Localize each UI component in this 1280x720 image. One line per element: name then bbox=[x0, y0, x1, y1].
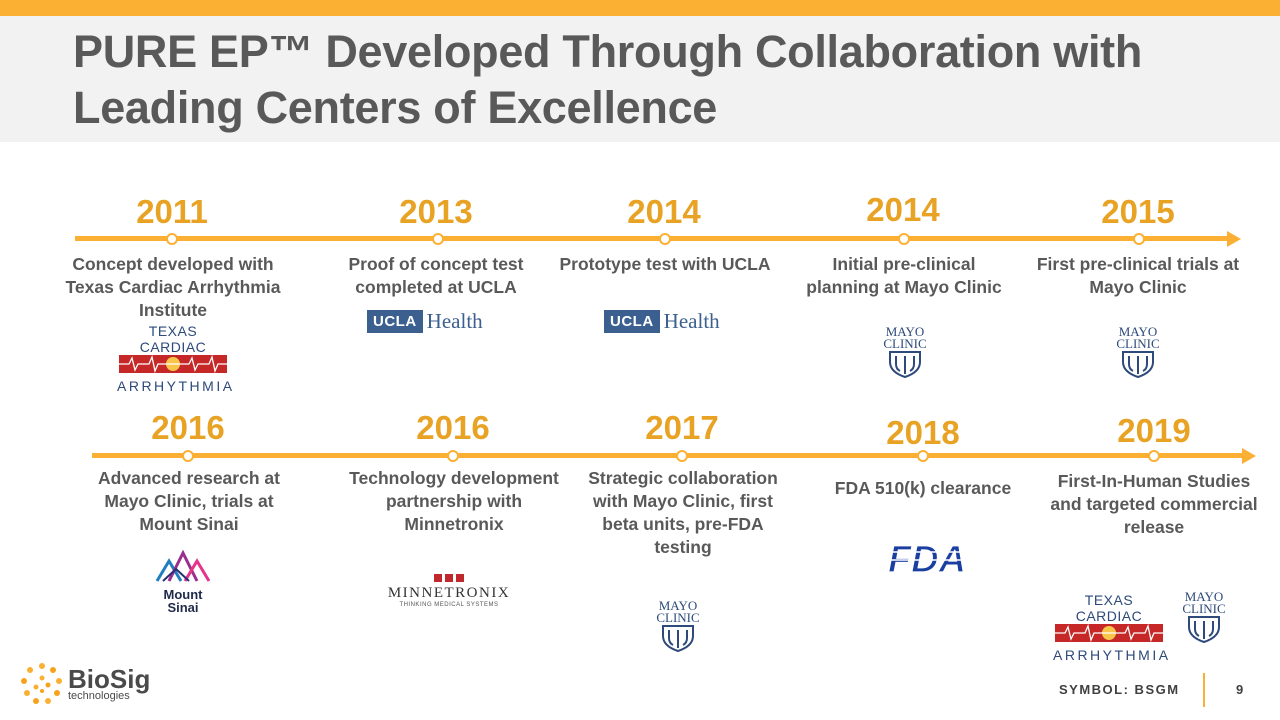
tca-logo-line2: ARRHYTHMIA bbox=[1053, 647, 1171, 663]
timeline-dot bbox=[447, 450, 459, 462]
biosig-brand-sub: technologies bbox=[68, 689, 130, 702]
mount-sinai-line2: Sinai bbox=[167, 600, 199, 615]
minnetronix-logo: MINNETRONIX THINKING MEDICAL SYSTEMS bbox=[384, 574, 514, 608]
milestone-year: 2011 bbox=[136, 193, 208, 230]
timeline-arrow-row1 bbox=[1227, 231, 1241, 247]
timeline-dot bbox=[676, 450, 688, 462]
milestone-year: 2014 bbox=[866, 191, 940, 228]
ucla-health-logo: UCLA Health bbox=[604, 309, 720, 334]
milestone-description: FDA 510(k) clearance bbox=[834, 478, 1012, 498]
milestone-description: Strategic collaboration with Mayo Clinic… bbox=[588, 468, 778, 557]
milestone-description: Advanced research at Mayo Clinic, trials… bbox=[98, 468, 280, 534]
ucla-logo-word: Health bbox=[663, 309, 720, 333]
top-accent-bar bbox=[0, 0, 1280, 16]
milestone-description: Prototype test with UCLA bbox=[559, 254, 771, 274]
ucla-health-logo: UCLA Health bbox=[367, 309, 483, 334]
mount-sinai-mark-icon bbox=[155, 549, 211, 582]
biosig-brand-name: BioSig bbox=[68, 663, 151, 694]
timeline-dot bbox=[898, 233, 910, 245]
milestone-year: 2018 bbox=[886, 414, 960, 451]
mayo-clinic-logo: MAYO CLINIC bbox=[1174, 589, 1234, 645]
mayo-shield-icon bbox=[1122, 351, 1154, 379]
fda-logo: FDA bbox=[882, 538, 972, 583]
mayo-logo-line2: CLINIC bbox=[1116, 336, 1160, 351]
milestone-year: 2013 bbox=[399, 193, 473, 230]
mayo-logo-line1: MAYO bbox=[1184, 589, 1224, 604]
fda-logo-text: FDA bbox=[888, 539, 966, 578]
footer-divider bbox=[1203, 673, 1205, 707]
milestone-year: 2014 bbox=[627, 193, 701, 230]
mayo-shield-icon bbox=[1188, 616, 1220, 644]
tca-logo-line1: TEXAS CARDIAC bbox=[1075, 592, 1143, 624]
title-band bbox=[0, 16, 1280, 142]
mayo-logo-line1: MAYO bbox=[658, 598, 698, 613]
milestone-description: First-In-Human Studies and targeted comm… bbox=[1050, 471, 1258, 537]
mayo-shield-icon bbox=[662, 625, 694, 653]
mayo-logo-line1: MAYO bbox=[1118, 324, 1158, 339]
fda-logo-icon: FDA bbox=[884, 538, 970, 582]
minnetronix-tagline: THINKING MEDICAL SYSTEMS bbox=[399, 602, 499, 608]
mount-sinai-line1: Mount bbox=[163, 587, 203, 602]
milestone-year: 2017 bbox=[645, 409, 719, 446]
minnetronix-blocks-icon bbox=[384, 574, 514, 582]
milestone-description: First pre-clinical trials at Mayo Clinic bbox=[1036, 254, 1240, 297]
milestone-year: 2016 bbox=[151, 409, 225, 446]
mayo-logo-line1: MAYO bbox=[885, 324, 925, 339]
ecg-wave-icon bbox=[1055, 623, 1163, 643]
mayo-logo-line2: CLINIC bbox=[1182, 601, 1226, 616]
milestone-description: Proof of concept test completed at UCLA bbox=[348, 254, 524, 297]
slide-title: PURE EP™ Developed Through Collaboration… bbox=[73, 26, 1143, 133]
timeline-dot bbox=[1148, 450, 1160, 462]
timeline-arrow-row2 bbox=[1242, 448, 1256, 464]
ucla-logo-word: Health bbox=[426, 309, 483, 333]
texas-cardiac-arrhythmia-logo: TEXAS CARDIAC ARRHYTHMIA bbox=[117, 323, 235, 394]
mayo-clinic-logo: MAYO CLINIC bbox=[1108, 324, 1168, 380]
mayo-logo-line2: CLINIC bbox=[656, 610, 700, 625]
timeline-dot bbox=[659, 233, 671, 245]
mount-sinai-logo: Mount Sinai bbox=[148, 547, 218, 614]
milestone-year: 2015 bbox=[1101, 193, 1175, 230]
ucla-logo-box: UCLA bbox=[367, 310, 423, 333]
biosig-dots-icon bbox=[21, 663, 62, 704]
tca-logo-line1: TEXAS CARDIAC bbox=[139, 323, 207, 355]
ecg-wave-icon bbox=[119, 354, 227, 374]
biosig-logo: BioSig technologies bbox=[20, 662, 150, 706]
tca-logo-line2: ARRHYTHMIA bbox=[117, 378, 235, 394]
mayo-logo-line2: CLINIC bbox=[883, 336, 927, 351]
milestone-year: 2016 bbox=[416, 409, 490, 446]
timeline-dot bbox=[182, 450, 194, 462]
ucla-logo-box: UCLA bbox=[604, 310, 660, 333]
timeline-dot bbox=[166, 233, 178, 245]
timeline-dot bbox=[432, 233, 444, 245]
timeline-dot bbox=[917, 450, 929, 462]
mayo-clinic-logo: MAYO CLINIC bbox=[648, 598, 708, 654]
page-number: 9 bbox=[1236, 682, 1244, 697]
timeline-dot bbox=[1133, 233, 1145, 245]
timeline-line-row1 bbox=[75, 236, 1227, 241]
mayo-clinic-logo: MAYO CLINIC bbox=[875, 324, 935, 380]
milestone-description: Concept developed with Texas Cardiac Arr… bbox=[65, 254, 281, 320]
milestone-description: Technology development partnership with … bbox=[349, 468, 559, 534]
texas-cardiac-arrhythmia-logo: TEXAS CARDIAC ARRHYTHMIA bbox=[1053, 592, 1171, 663]
milestone-description: Initial pre-clinical planning at Mayo Cl… bbox=[806, 254, 1002, 297]
milestone-year: 2019 bbox=[1117, 412, 1191, 449]
timeline-line-row2 bbox=[92, 453, 1242, 458]
minnetronix-name: MINNETRONIX bbox=[387, 585, 511, 601]
stock-symbol: SYMBOL: BSGM bbox=[1059, 682, 1180, 697]
mayo-shield-icon bbox=[889, 351, 921, 379]
